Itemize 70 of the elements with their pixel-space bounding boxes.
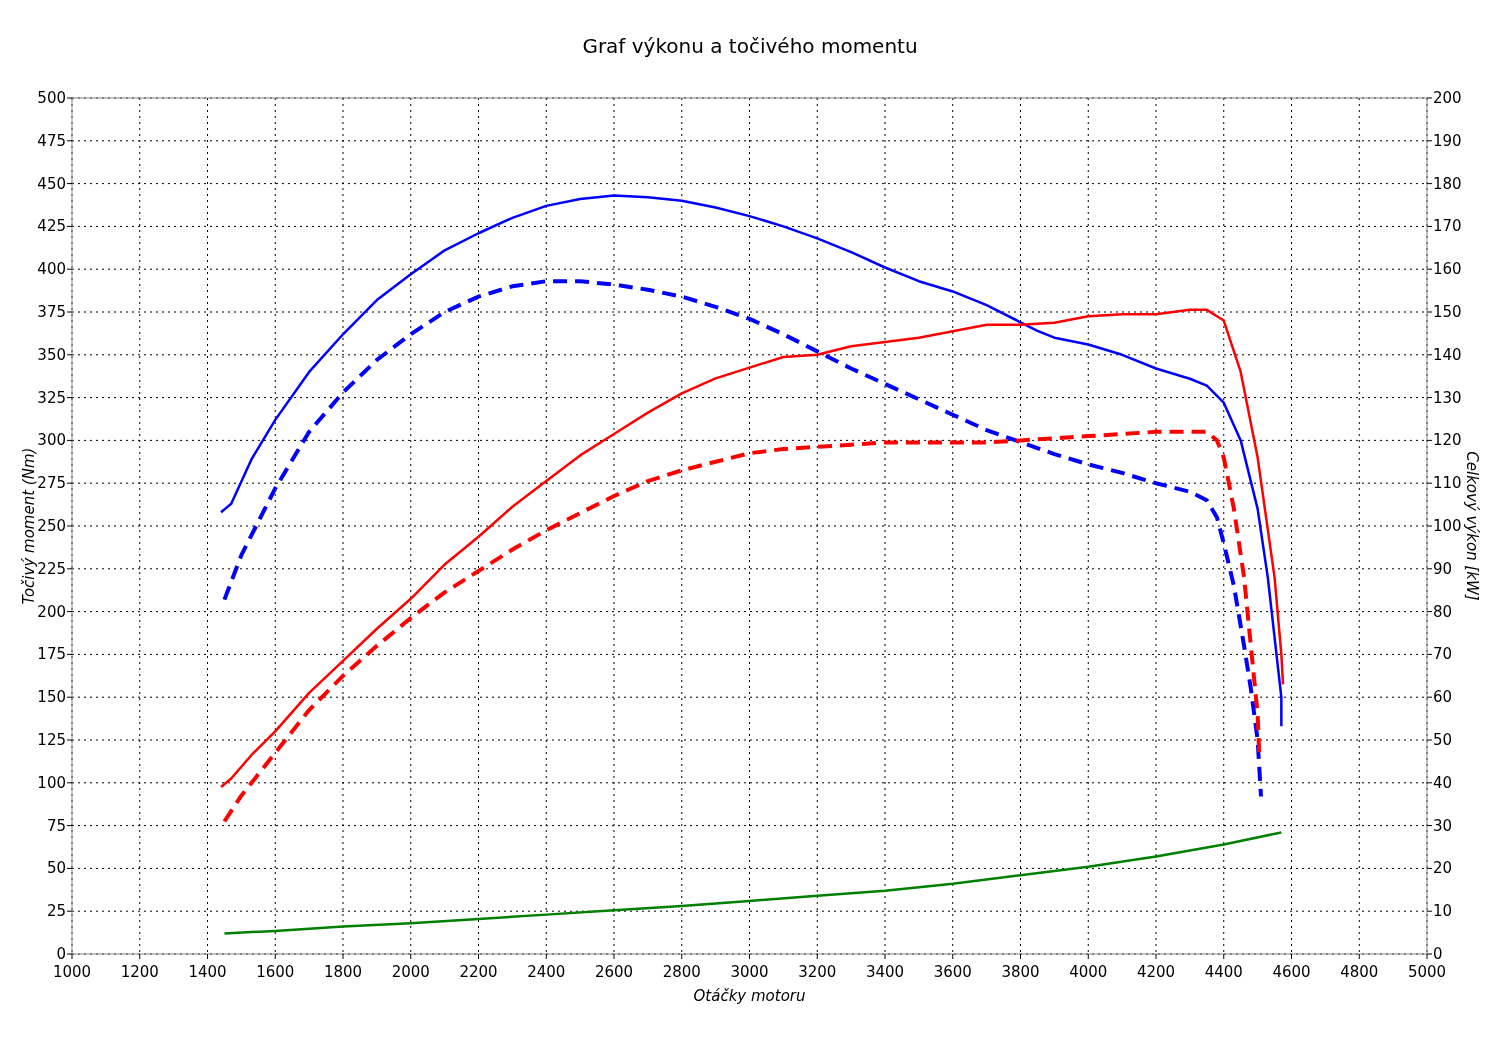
y2-tick-label: 10 [1433, 902, 1453, 921]
y-tick-label: 400 [37, 260, 66, 279]
x-tick-label: 3600 [933, 963, 972, 981]
x-tick-label: 1600 [256, 963, 295, 981]
x-tick-label: 2800 [662, 963, 701, 981]
y2-tick-label: 50 [1433, 731, 1453, 749]
y2-tick-label: 20 [1433, 859, 1453, 878]
y2-tick-label: 0 [1433, 945, 1443, 963]
y-tick-label: 75 [46, 816, 66, 835]
x-tick-label: 2600 [594, 963, 634, 981]
x-tick-label: 3400 [865, 963, 905, 981]
y2-axis-title: Celkový výkon [kW] [1463, 451, 1481, 601]
x-tick-label: 1800 [323, 963, 363, 981]
y2-tick-label: 180 [1433, 174, 1462, 193]
x-tick-label: 4000 [1069, 963, 1108, 981]
y-tick-label: 200 [37, 602, 66, 621]
x-tick-label: 2000 [391, 963, 430, 981]
line-series [223, 831, 1283, 935]
y-tick-label: 25 [46, 902, 66, 921]
y-tick-label: 0 [56, 945, 66, 963]
y-tick-label: 375 [37, 303, 66, 321]
y2-tick-label: 140 [1433, 345, 1462, 364]
x-tick-label: 3800 [1001, 963, 1040, 981]
y2-tick-label: 160 [1433, 260, 1462, 279]
y2-tick-label: 150 [1433, 303, 1462, 321]
y2-tick-label: 110 [1433, 474, 1462, 493]
y-tick-label: 475 [37, 131, 66, 150]
y-tick-label: 225 [37, 559, 66, 578]
x-tick-label: 2400 [527, 963, 566, 981]
y2-tick-label: 60 [1433, 688, 1453, 707]
y2-tick-label: 200 [1433, 89, 1462, 107]
y-tick-label: 250 [37, 517, 66, 535]
y2-tick-label: 100 [1433, 517, 1462, 535]
y2-tick-label: 130 [1433, 388, 1462, 407]
y2-tick-label: 90 [1433, 559, 1453, 578]
y-tick-label: 150 [37, 688, 66, 707]
x-tick-label: 4800 [1340, 963, 1379, 981]
y2-tick-label: 40 [1433, 773, 1453, 792]
y-axis-title: Točivý moment (Nm) [20, 447, 38, 605]
y-tick-label: 425 [37, 217, 66, 236]
line-series [219, 194, 1283, 728]
x-tick-label: 4200 [1136, 963, 1176, 981]
x-tick-label: 4600 [1272, 963, 1311, 981]
y-tick-label: 325 [37, 388, 66, 407]
x-tick-label: 4400 [1204, 963, 1243, 981]
y-tick-label: 100 [37, 773, 66, 792]
y2-tick-label: 120 [1433, 431, 1462, 450]
line-series [222, 429, 1262, 824]
y-tick-label: 125 [37, 731, 66, 749]
x-tick-label: 1400 [188, 963, 227, 981]
x-tick-label: 3200 [798, 963, 837, 981]
chart-title: Graf výkonu a točivého momentu [582, 34, 918, 58]
y-tick-label: 275 [37, 474, 66, 493]
y2-tick-label: 70 [1433, 645, 1453, 664]
y-tick-label: 500 [37, 89, 66, 107]
x-axis-title: Otáčky motoru [693, 987, 806, 1005]
y2-tick-label: 80 [1433, 602, 1453, 621]
y-tick-label: 450 [37, 174, 66, 193]
x-tick-label: 2200 [459, 963, 498, 981]
y-tick-label: 300 [37, 431, 66, 450]
y2-tick-label: 30 [1433, 816, 1453, 835]
x-tick-label: 3000 [730, 963, 769, 981]
y-tick-label: 350 [37, 345, 66, 364]
x-tick-label: 1200 [120, 963, 159, 981]
y-tick-label: 175 [37, 645, 66, 664]
x-tick-label: 5000 [1407, 963, 1447, 981]
x-tick-label: 1000 [52, 963, 92, 981]
y2-tick-label: 170 [1433, 217, 1462, 236]
y-tick-label: 50 [46, 859, 66, 878]
y2-tick-label: 190 [1433, 131, 1462, 150]
